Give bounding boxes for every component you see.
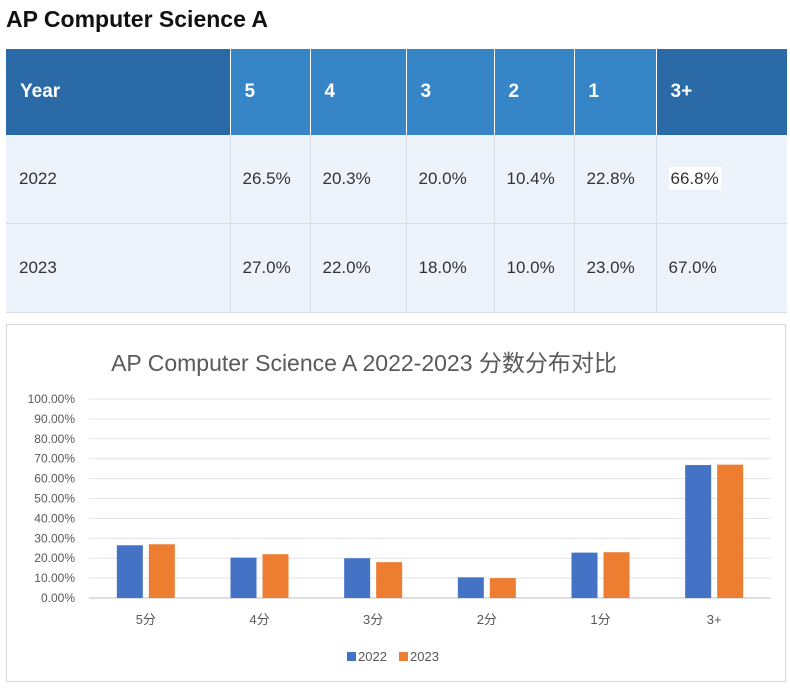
bar-2022-0 [116,545,143,598]
row-year: 2022 [6,135,231,224]
bar-2022-2 [344,558,371,598]
y-tick-label: 50.00% [34,492,75,506]
header-score-3: 3 [406,49,495,135]
cell-value: 20.3% [310,135,407,224]
cell-value: 26.5% [230,135,311,224]
y-tick-label: 70.00% [34,452,75,466]
x-tick-label: 5分 [136,612,156,627]
legend-label: 2023 [410,649,439,664]
legend-swatch [399,652,408,661]
header-score-1: 1 [574,49,657,135]
cell-value: 27.0% [230,223,311,313]
chart-legend: 2022 2023 [347,649,439,664]
bar-2022-5 [685,465,712,598]
y-tick-label: 90.00% [34,412,75,426]
header-score-4: 4 [310,49,407,135]
cell-value: 66.8% [668,167,721,190]
bar-2023-3 [489,578,516,598]
x-tick-label: 3分 [363,612,383,627]
y-tick-label: 100.00% [28,392,76,406]
legend-swatch [347,652,356,661]
y-tick-label: 10.00% [34,571,75,585]
bar-2023-5 [717,464,744,598]
header-year: Year [6,49,231,135]
cell-value: 23.0% [574,223,657,313]
cell-value: 22.0% [310,223,407,313]
bar-2022-3 [457,577,484,598]
x-tick-label: 4分 [249,612,269,627]
bar-2023-2 [376,562,403,598]
table-row: 2022 26.5% 20.3% 20.0% 10.4% 22.8% 66.8% [6,135,787,224]
header-score-5: 5 [230,49,311,135]
x-tick-label: 3+ [707,612,722,627]
page-title: AP Computer Science A [6,6,269,32]
chart-container: AP Computer Science A 2022-2023 分数分布对比 0… [6,324,786,682]
bar-2023-0 [148,544,175,598]
bar-2023-1 [262,554,289,598]
bar-2022-1 [230,557,257,598]
cell-value: 20.0% [406,135,495,224]
cell-value: 18.0% [406,223,495,313]
y-tick-label: 80.00% [34,432,75,446]
cell-value: 10.0% [494,223,575,313]
y-tick-label: 30.00% [34,531,75,545]
header-score-2: 2 [494,49,575,135]
cell-value: 10.4% [494,135,575,224]
header-score-3plus: 3+ [656,49,787,135]
table-row: 2023 27.0% 22.0% 18.0% 10.0% 23.0% 67.0% [6,223,787,313]
bar-2023-4 [603,552,630,598]
x-tick-label: 1分 [590,612,610,627]
table-header-row: Year 5 4 3 2 1 3+ [6,49,787,135]
y-tick-label: 0.00% [41,591,75,605]
y-tick-label: 60.00% [34,472,75,486]
cell-value: 67.0% [656,223,787,313]
bar-chart: AP Computer Science A 2022-2023 分数分布对比 0… [28,350,771,664]
x-tick-label: 2分 [477,612,497,627]
cell-value: 22.8% [574,135,657,224]
legend-label: 2022 [358,649,387,664]
score-table: Year 5 4 3 2 1 3+ 2022 26.5% 20.3% 20.0%… [6,49,787,313]
y-tick-label: 20.00% [34,551,75,565]
row-year: 2023 [6,223,231,313]
cell-value-cell: 66.8% [656,135,787,224]
bar-2022-4 [571,552,598,598]
y-tick-label: 40.00% [34,511,75,525]
chart-title: AP Computer Science A 2022-2023 分数分布对比 [111,350,617,376]
